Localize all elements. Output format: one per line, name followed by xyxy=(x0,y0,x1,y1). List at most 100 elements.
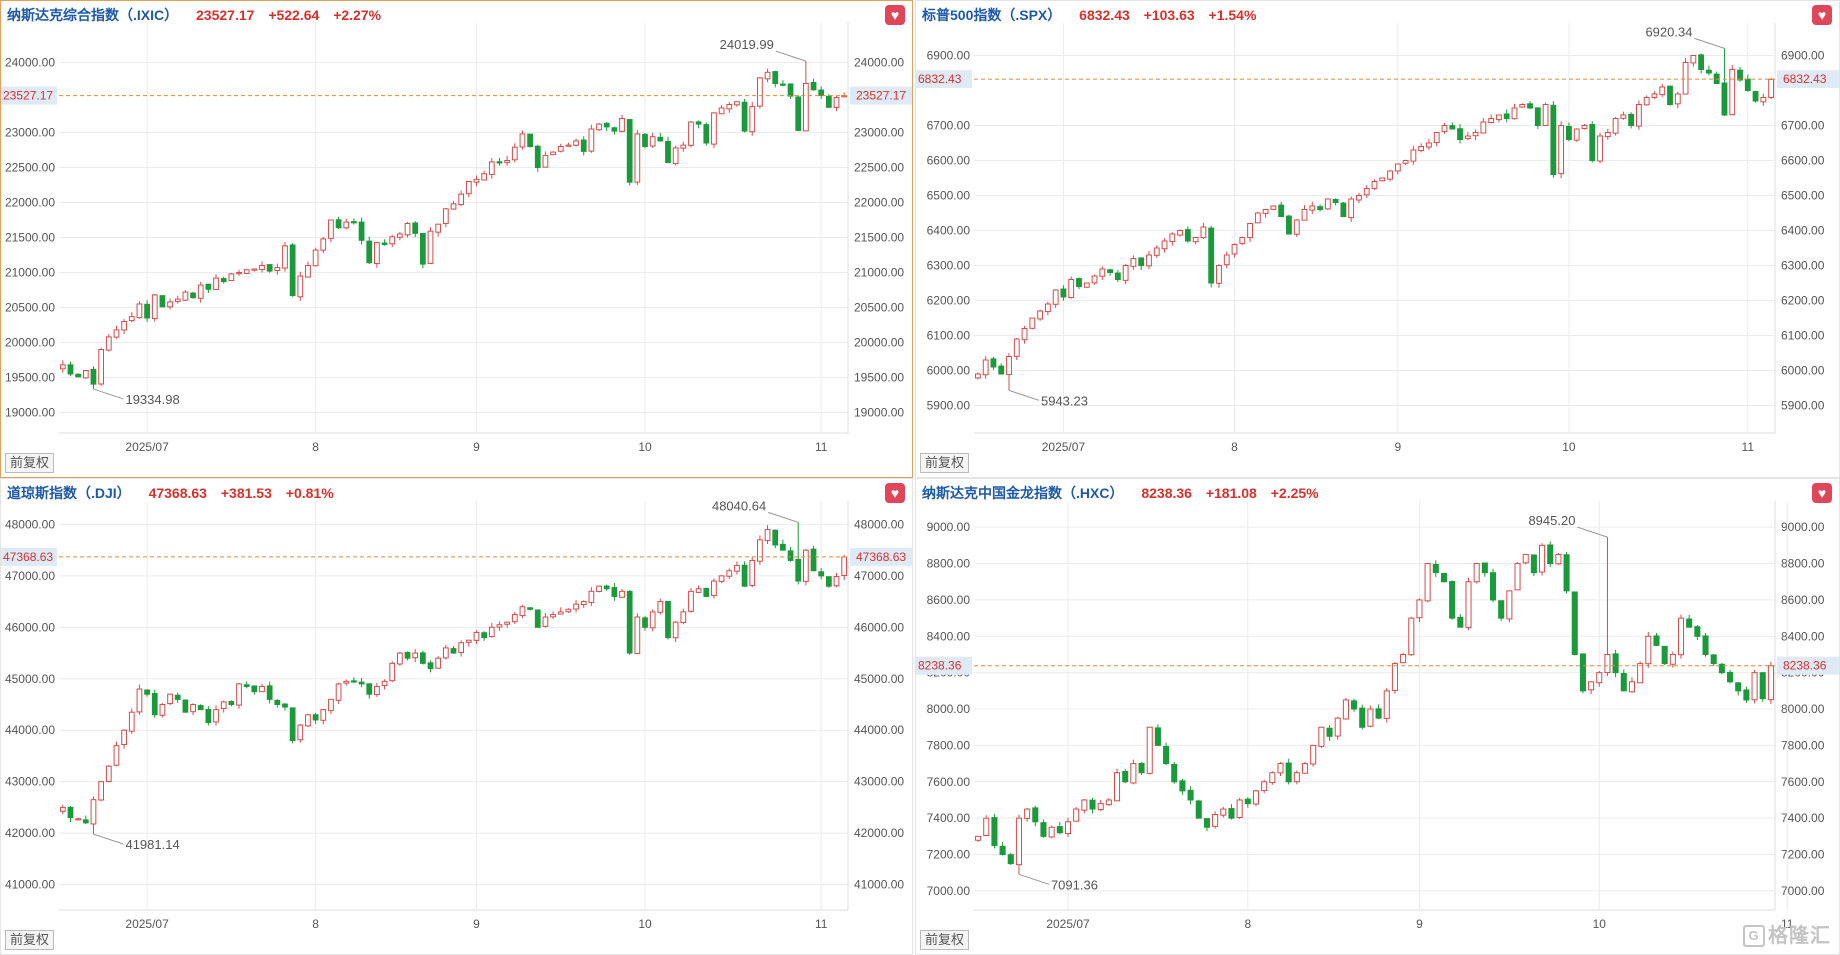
x-tick-label: 2025/07 xyxy=(125,440,169,454)
candle-body xyxy=(442,208,449,224)
index-change-pct: +1.54% xyxy=(1208,7,1257,23)
candle-body xyxy=(343,221,350,229)
candle-body xyxy=(236,272,242,275)
candle-body xyxy=(335,219,342,229)
y-tick-label-left: 44000.00 xyxy=(5,723,55,737)
candle-body xyxy=(481,173,488,181)
adjust-toggle-button[interactable]: 前复权 xyxy=(5,453,55,473)
candle-body xyxy=(1356,195,1362,201)
candle-body xyxy=(1581,125,1588,130)
candle-body xyxy=(121,729,127,745)
candle-body xyxy=(603,585,610,590)
candle-body xyxy=(1367,708,1374,727)
candle-body xyxy=(1301,209,1308,221)
candle-body xyxy=(1324,198,1331,210)
candle-body xyxy=(841,556,848,577)
candle-body xyxy=(1285,762,1292,783)
candle-body xyxy=(374,685,380,696)
chart-panel-spx[interactable]: 标普500指数（.SPX） 6832.43 +103.63 +1.54% ♥ 5… xyxy=(915,0,1840,478)
candle-body xyxy=(749,559,756,586)
y-tick-label-right: 8800.00 xyxy=(1781,557,1825,571)
candle-body xyxy=(680,144,687,149)
candlestick-chart[interactable]: 41000.00 41000.00 42000.00 42000.00 43000.00… xyxy=(1,479,913,955)
candle-body xyxy=(573,140,579,146)
current-price-label-left: 6832.43 xyxy=(918,72,962,86)
high-annotation-leader xyxy=(1694,37,1725,49)
y-tick-label-left: 6900.00 xyxy=(927,49,971,63)
candle-body xyxy=(1007,854,1014,865)
candle-body xyxy=(634,133,641,183)
chart-panel-dji[interactable]: 道琼斯指数（.DJI） 47368.63 +381.53 +0.81% ♥ 41… xyxy=(0,478,913,955)
candle-body xyxy=(557,611,564,615)
favorite-heart-icon[interactable]: ♥ xyxy=(1812,483,1832,503)
y-tick-label-left: 22000.00 xyxy=(5,196,55,210)
candle-body xyxy=(511,613,518,623)
index-name[interactable]: 纳斯达克综合指数（.IXIC） xyxy=(7,7,179,23)
y-tick-label-left: 6400.00 xyxy=(927,224,971,238)
candle-body xyxy=(1542,104,1549,126)
favorite-heart-icon[interactable]: ♥ xyxy=(1812,5,1832,25)
candle-body xyxy=(519,133,526,148)
candlestick-chart[interactable]: 19000.00 19000.00 19500.00 19500.00 20000.00… xyxy=(1,1,913,478)
chart-panel-ixic[interactable]: 纳斯达克综合指数（.IXIC） 23527.17 +522.64 +2.27% … xyxy=(0,0,913,478)
y-tick-label-right: 9000.00 xyxy=(1781,520,1825,534)
adjust-toggle-button[interactable]: 前复权 xyxy=(920,453,970,473)
candle-body xyxy=(228,701,235,706)
candlestick-chart[interactable]: 7000.00 7000.00 7200.00 7200.00 7400.00 7400.… xyxy=(916,479,1840,955)
candle-body xyxy=(1432,563,1439,574)
candle-body xyxy=(128,711,135,732)
candle-body xyxy=(565,608,572,613)
candle-body xyxy=(1200,226,1207,239)
current-price-tag-left xyxy=(916,70,972,89)
candle-body xyxy=(1161,240,1168,250)
candle-body xyxy=(1511,107,1518,120)
index-name[interactable]: 道琼斯指数（.DJI） xyxy=(7,485,131,501)
y-tick-label-left: 21000.00 xyxy=(5,266,55,280)
candle-body xyxy=(1571,591,1578,655)
candle-body xyxy=(1698,54,1705,70)
y-tick-label-right: 7200.00 xyxy=(1781,848,1825,862)
candle-body xyxy=(205,283,212,290)
candle-body xyxy=(626,590,633,654)
candle-body xyxy=(105,336,112,351)
y-tick-label-right: 41000.00 xyxy=(854,878,904,892)
y-tick-label-left: 19500.00 xyxy=(5,371,55,385)
index-name[interactable]: 标普500指数（.SPX） xyxy=(922,7,1062,23)
candle-body xyxy=(442,647,449,659)
favorite-heart-icon[interactable]: ♥ xyxy=(885,5,905,25)
candle-body xyxy=(534,145,541,168)
candle-body xyxy=(121,321,127,331)
candle-body xyxy=(1768,78,1775,98)
candle-body xyxy=(1457,616,1464,628)
candle-body xyxy=(427,662,434,669)
candle-body xyxy=(1228,808,1235,819)
candle-body xyxy=(1440,573,1448,583)
candlestick-chart[interactable]: 5900.00 5900.00 6000.00 6000.00 6100.00 6100.… xyxy=(916,1,1840,478)
candle-body xyxy=(1597,135,1603,162)
candle-body xyxy=(473,631,480,641)
candle-body xyxy=(695,121,702,125)
candle-body xyxy=(711,580,717,596)
candle-body xyxy=(1503,113,1510,120)
favorite-heart-icon[interactable]: ♥ xyxy=(885,483,905,503)
candle-body xyxy=(251,268,258,271)
chart-panel-hxc[interactable]: 纳斯达克中国金龙指数（.HXC） 8238.36 +181.08 +2.25% … xyxy=(915,478,1840,955)
candle-body xyxy=(511,146,518,161)
index-name[interactable]: 纳斯达克中国金龙指数（.HXC） xyxy=(922,485,1124,501)
candle-body xyxy=(404,223,411,236)
candle-body xyxy=(59,806,66,812)
low-annotation-leader xyxy=(93,833,124,845)
adjust-toggle-button[interactable]: 前复权 xyxy=(5,930,55,950)
candle-body xyxy=(1340,202,1347,218)
x-tick-label: 2025/07 xyxy=(1046,917,1090,931)
candle-body xyxy=(542,616,549,627)
candle-body xyxy=(1596,672,1603,684)
adjust-toggle-button[interactable]: 前复权 xyxy=(920,930,970,950)
y-tick-label-right: 20500.00 xyxy=(854,301,904,315)
y-tick-label-left: 22500.00 xyxy=(5,161,55,175)
candle-body xyxy=(1375,708,1382,719)
x-tick-label: 11 xyxy=(815,440,828,454)
candle-body xyxy=(274,699,281,706)
candle-body xyxy=(67,806,74,819)
candle-body xyxy=(481,632,488,639)
